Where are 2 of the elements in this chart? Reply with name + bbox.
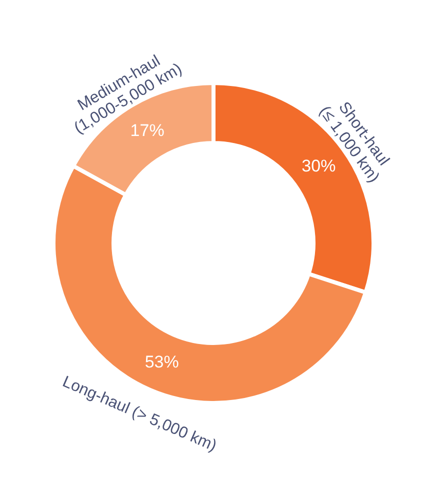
data-label: 53% [144, 352, 179, 372]
data-label: 30% [302, 156, 336, 176]
